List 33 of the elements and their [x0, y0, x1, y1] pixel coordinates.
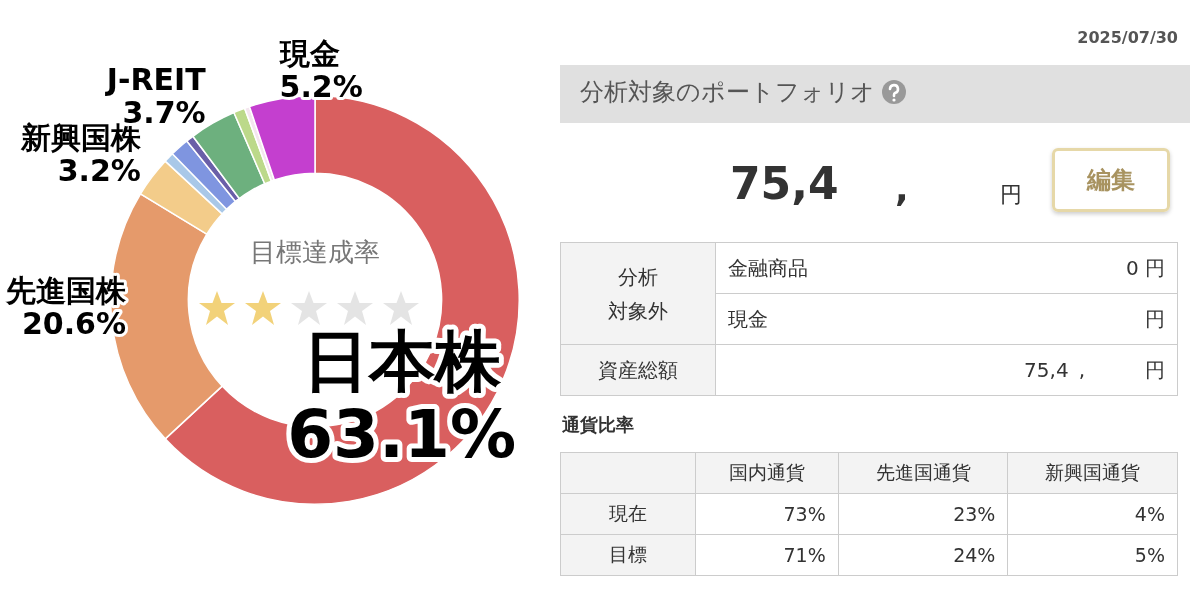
text: 円: [1000, 181, 1022, 209]
text: 対象外: [608, 298, 668, 323]
text: 金融商品: [728, 255, 808, 280]
edit-button: 編集: [1052, 148, 1170, 212]
text: 目標: [609, 543, 647, 565]
slice-label: 現金: [278, 35, 340, 71]
text: ,: [895, 168, 909, 209]
text: 24%: [953, 544, 996, 566]
text: 現金: [728, 306, 768, 331]
text: 目標達成率: [249, 236, 381, 269]
text: ,: [1078, 357, 1085, 382]
text: 5%: [1134, 544, 1165, 566]
text: 円: [1145, 305, 1165, 333]
text: 75,4: [730, 158, 839, 209]
text: 資産総額: [598, 357, 678, 382]
text: 通貨比率: [562, 413, 634, 437]
slice-label: J-REIT: [104, 62, 207, 98]
text: 現在: [609, 502, 647, 524]
text: 2025/07/30: [1077, 28, 1178, 47]
text: 国内通貨: [728, 461, 805, 483]
text: 75,4: [1024, 357, 1069, 382]
text: 先進国通貨: [875, 461, 971, 483]
data-label: 5.2%: [279, 68, 363, 104]
text: 0 円: [1125, 254, 1165, 282]
text: 新興国通貨: [1045, 461, 1141, 483]
data-label: 3.2%: [57, 152, 141, 188]
text: 4%: [1134, 503, 1165, 525]
text: 73%: [783, 503, 826, 525]
text: 23%: [953, 503, 996, 525]
text: 円: [1145, 357, 1165, 382]
text: 分析: [618, 264, 658, 289]
text: 分析対象のポートフォリオ: [580, 77, 875, 108]
text: 71%: [783, 544, 826, 566]
